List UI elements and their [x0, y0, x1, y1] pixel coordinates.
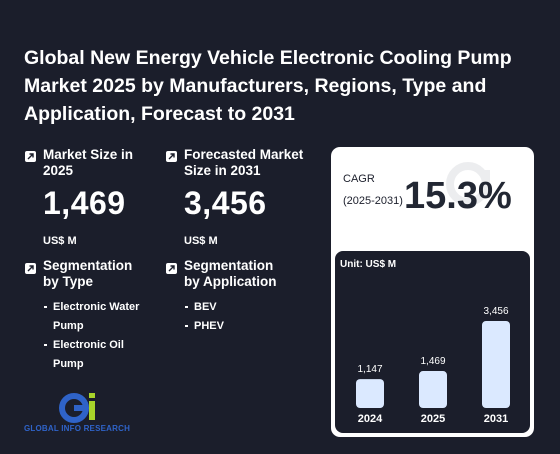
list-item: PHEV — [184, 317, 284, 336]
list-item: BEV — [184, 298, 284, 317]
arrow-up-right-icon — [166, 151, 177, 162]
segmentation-type-list: Electronic Water Pump Electronic Oil Pum… — [43, 298, 153, 374]
bar-2025 — [419, 371, 447, 408]
gi-logo-icon — [59, 393, 95, 423]
list-item: Electronic Water Pump — [43, 298, 153, 336]
cagr-label: CAGR (2025-2031) — [343, 173, 403, 207]
arrow-up-right-icon — [166, 263, 177, 274]
segmentation-application-list: BEV PHEV — [184, 298, 284, 336]
bar-value-label: 1,469 — [420, 356, 445, 367]
bar-value-label: 3,456 — [483, 306, 508, 317]
page-title: Global New Energy Vehicle Electronic Coo… — [24, 47, 512, 125]
bar-value-label: 1,147 — [357, 364, 382, 375]
watermark-logo-icon — [446, 162, 490, 206]
forecast-label: Forecasted Market Size in 2031 — [184, 147, 304, 178]
chart-unit-label: Unit: US$ M — [340, 259, 397, 270]
market-size-unit: US$ M — [43, 235, 77, 247]
forecast-value: 3,456 — [184, 185, 267, 221]
market-size-label: Market Size in 2025 — [43, 147, 134, 178]
market-size-value: 1,469 — [43, 185, 126, 221]
segmentation-application-label: Segmentation by Application — [184, 258, 277, 289]
bar-chart: 1,147 2024 1,469 2025 3,456 2031 — [356, 306, 510, 425]
category-label: 2031 — [484, 413, 508, 425]
category-label: 2025 — [421, 413, 445, 425]
bar-2031 — [482, 321, 510, 408]
bar-2024 — [356, 379, 384, 408]
logo-text: GLOBAL INFO RESEARCH — [24, 424, 131, 433]
category-label: 2024 — [358, 413, 383, 425]
arrow-up-right-icon — [25, 263, 36, 274]
segmentation-type-label: Segmentation by Type — [43, 258, 133, 289]
forecast-unit: US$ M — [184, 235, 218, 247]
list-item: Electronic Oil Pump — [43, 336, 153, 374]
arrow-up-right-icon — [25, 151, 36, 162]
cagr-value: 15.3% — [404, 175, 512, 217]
